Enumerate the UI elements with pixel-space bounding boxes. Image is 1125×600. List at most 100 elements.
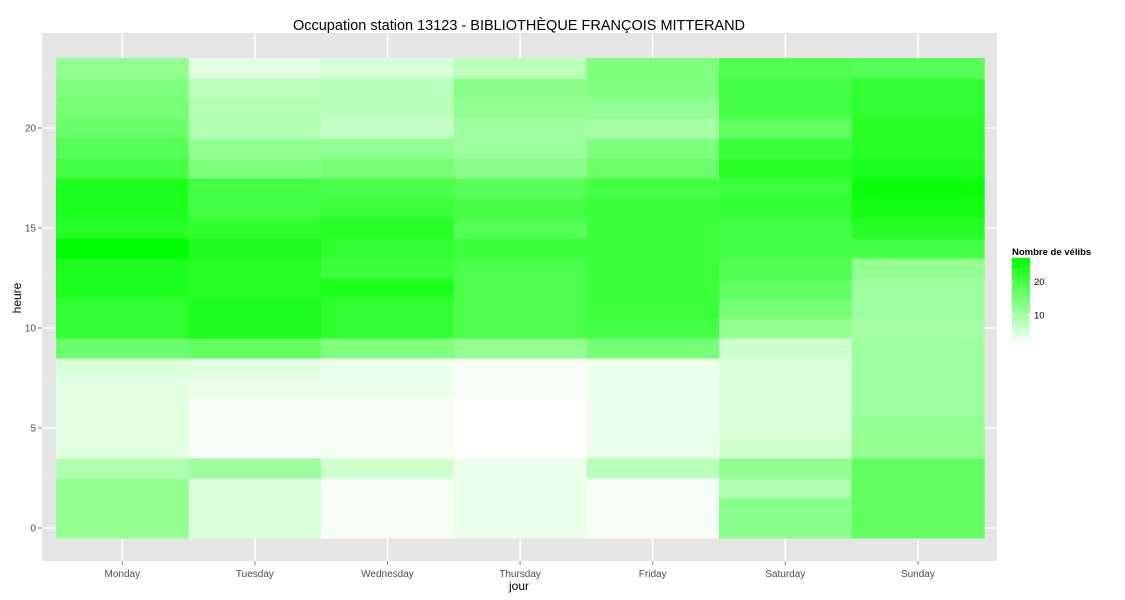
heatmap-cell	[56, 418, 190, 439]
heatmap-cell	[188, 478, 322, 499]
heatmap-cell	[321, 238, 455, 259]
x-axis-title: jour	[508, 579, 529, 593]
chart-title: Occupation station 13123 - BIBLIOTHÈQUE …	[293, 17, 745, 34]
heatmap-cell	[719, 478, 853, 499]
heatmap-cell	[851, 478, 985, 499]
y-axis-title: heure	[10, 282, 24, 313]
heatmap-cell	[851, 338, 985, 359]
heatmap-cell	[719, 518, 853, 539]
heatmap-cell	[719, 98, 853, 119]
heatmap-cell	[188, 238, 322, 259]
heatmap-cell	[453, 398, 587, 419]
heatmap-cell	[851, 398, 985, 419]
heatmap-cell	[453, 98, 587, 119]
heatmap-cell	[56, 218, 190, 239]
heatmap-cell	[56, 258, 190, 279]
heatmap-cell	[851, 98, 985, 119]
heatmap-cell	[586, 318, 720, 339]
heatmap-cell	[719, 258, 853, 279]
heatmap-cell	[851, 498, 985, 519]
heatmap-cell	[188, 438, 322, 459]
heatmap-cell	[586, 338, 720, 359]
heatmap-cell	[586, 98, 720, 119]
axes: Monday Tuesday Wednesday Thursday Friday Satu…	[25, 124, 935, 581]
heatmap-cell	[719, 298, 853, 319]
heatmap-cell	[586, 78, 720, 99]
heatmap-cell	[586, 418, 720, 439]
heatmap-cell	[56, 278, 190, 299]
heatmap-cell	[56, 478, 190, 499]
x-tick-label: Tuesday	[236, 569, 274, 580]
heatmap-cell	[56, 518, 190, 539]
y-tick-label: 0	[30, 524, 36, 535]
heatmap-cell	[453, 438, 587, 459]
heatmap-cell	[719, 178, 853, 199]
heatmap-cell	[321, 458, 455, 479]
legend: Nombre de vélibs 10 20	[1012, 247, 1091, 345]
heatmap-cell	[586, 358, 720, 379]
heatmap-cell	[56, 238, 190, 259]
heatmap-cell	[586, 518, 720, 539]
y-tick-label: 15	[25, 224, 37, 235]
heatmap-cell	[851, 298, 985, 319]
heatmap-cell	[851, 258, 985, 279]
heatmap-cell	[56, 318, 190, 339]
heatmap-cell	[586, 198, 720, 219]
heatmap-cell	[56, 138, 190, 159]
heatmap-cell	[851, 358, 985, 379]
heatmap-cell	[321, 98, 455, 119]
heatmap-cell	[56, 118, 190, 139]
heatmap-cell	[586, 238, 720, 259]
heatmap-cell	[851, 418, 985, 439]
heatmap-cell	[719, 78, 853, 99]
heatmap-cell	[321, 278, 455, 299]
heatmap-cell	[188, 318, 322, 339]
heatmap-cell	[321, 78, 455, 99]
heatmap-cell	[719, 58, 853, 79]
heatmap-cells	[56, 58, 985, 539]
heatmap-cell	[321, 518, 455, 539]
heatmap-cell	[586, 458, 720, 479]
heatmap-cell	[321, 218, 455, 239]
heatmap-cell	[188, 498, 322, 519]
heatmap-cell	[56, 198, 190, 219]
heatmap-cell	[851, 378, 985, 399]
heatmap-cell	[321, 378, 455, 399]
heatmap-cell	[586, 298, 720, 319]
heatmap-cell	[719, 498, 853, 519]
heatmap-cell	[851, 118, 985, 139]
heatmap-cell	[586, 278, 720, 299]
heatmap-cell	[188, 458, 322, 479]
heatmap-cell	[719, 278, 853, 299]
heatmap-cell	[586, 258, 720, 279]
heatmap-cell	[321, 138, 455, 159]
heatmap-cell	[321, 158, 455, 179]
heatmap-cell	[586, 138, 720, 159]
heatmap-cell	[188, 198, 322, 219]
heatmap-cell	[851, 438, 985, 459]
heatmap-cell	[586, 398, 720, 419]
heatmap-cell	[188, 398, 322, 419]
heatmap-cell	[321, 258, 455, 279]
heatmap-cell	[586, 478, 720, 499]
heatmap-cell	[188, 258, 322, 279]
heatmap-cell	[56, 458, 190, 479]
heatmap-cell	[321, 398, 455, 419]
heatmap-cell	[851, 58, 985, 79]
heatmap-cell	[56, 78, 190, 99]
heatmap-cell	[188, 278, 322, 299]
heatmap-cell	[586, 158, 720, 179]
heatmap-cell	[188, 378, 322, 399]
x-tick-label: Sunday	[901, 569, 935, 580]
x-tick-label: Wednesday	[361, 569, 414, 580]
heatmap-cell	[56, 298, 190, 319]
heatmap-cell	[851, 318, 985, 339]
heatmap-cell	[851, 138, 985, 159]
heatmap-cell	[453, 498, 587, 519]
heatmap-cell	[188, 118, 322, 139]
heatmap-cell	[56, 98, 190, 119]
heatmap-cell	[851, 458, 985, 479]
heatmap-cell	[719, 158, 853, 179]
heatmap-cell	[188, 298, 322, 319]
y-tick-label: 5	[30, 424, 36, 435]
